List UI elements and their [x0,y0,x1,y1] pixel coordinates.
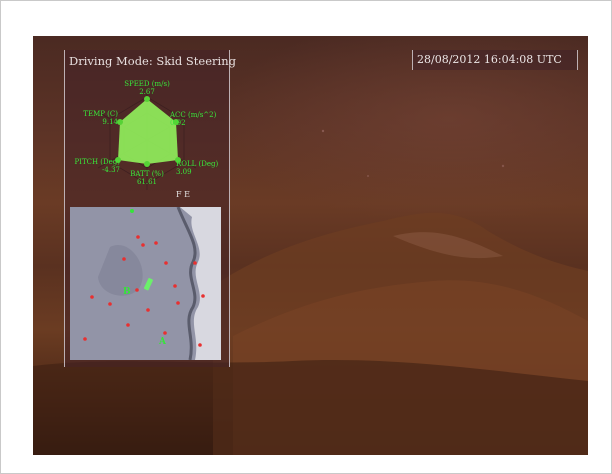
clock-panel: 28/08/2012 16:04:08 UTC [412,50,578,70]
heading-indicator: F E [176,190,190,199]
driving-mode-label: Driving Mode: Skid Steering [69,54,236,68]
radar-axis-pitch: PITCH (Deg) -4.37 [74,158,120,174]
radar-axis-roll: ROLL (Deg) 3.09 [176,160,219,176]
terrain-map[interactable]: B A [70,207,221,360]
radar-axis-acc: ACC (m/s^2) 0.92 [170,111,217,127]
rover-marker [143,278,153,291]
waypoint-a-label[interactable]: A [159,337,166,347]
terrain-backdrop [33,129,588,455]
radar-axis-speed: SPEED (m/s) 2.67 [124,80,170,96]
utc-timestamp: 28/08/2012 16:04:08 UTC [417,53,562,66]
hazard-markers [83,235,205,347]
terrain-map-image [70,207,221,360]
radar-axis-batt: BATT (%) 61.61 [130,170,164,186]
radar-axis-temp: TEMP (C) 9.14 [83,110,118,126]
waypoint-b-label[interactable]: B [123,287,131,297]
